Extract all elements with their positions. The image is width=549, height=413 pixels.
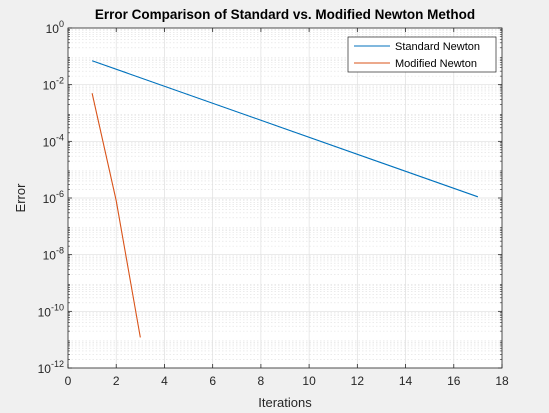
x-tick-label: 10 — [302, 374, 316, 388]
x-tick-label: 2 — [113, 374, 120, 388]
x-tick-label: 16 — [447, 374, 461, 388]
plot-lines — [91, 60, 479, 338]
series-line-modified-newton — [91, 93, 141, 338]
x-tick-label: 6 — [209, 374, 216, 388]
y-tick-label: 10-6 — [43, 189, 64, 206]
legend: Standard Newton Modified Newton — [347, 36, 497, 73]
legend-label-modified-newton: Modified Newton — [395, 58, 477, 70]
x-tick-label: 8 — [258, 374, 265, 388]
x-tick-label: 14 — [399, 374, 413, 388]
x-tick-label: 18 — [495, 374, 509, 388]
chart-title: Error Comparison of Standard vs. Modifie… — [95, 7, 475, 22]
y-tick-label: 10-8 — [43, 246, 64, 263]
series-line-standard-newton — [91, 60, 479, 198]
y-tick-label: 10-4 — [43, 132, 64, 149]
x-tick-label: 4 — [161, 374, 168, 388]
y-tick-label: 100 — [46, 19, 64, 36]
y-axis-label: Error — [13, 183, 28, 213]
y-tick-label: 10-12 — [38, 359, 64, 376]
x-tick-label: 0 — [65, 374, 72, 388]
axis-ticks: 0 2 4 6 8 10 12 14 16 18 10-12 10-10 10-8 10-6 10-4 10-… — [38, 19, 509, 388]
y-tick-label: 10-2 — [43, 76, 64, 93]
x-tick-label: 12 — [351, 374, 365, 388]
legend-label-standard-newton: Standard Newton — [395, 41, 480, 53]
x-axis-label: Iterations — [258, 395, 312, 410]
legend-box — [347, 36, 497, 73]
y-tick-label: 10-10 — [38, 302, 64, 319]
